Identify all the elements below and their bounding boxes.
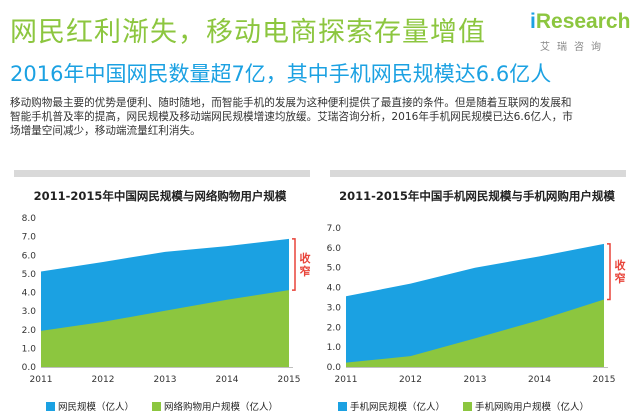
area-series-shopping	[41, 290, 289, 367]
body-paragraph: 移动购物最主要的优势是便利、随时随地，而智能手机的发展为这种便利提供了最直接的条…	[10, 96, 630, 138]
mobile-users-chart: 2011-2015年中国手机网民规模与手机网购用户规模 0.0 1.0 2.0 3.0 4…	[325, 180, 626, 416]
chart-title: 2011-2015年中国手机网民规模与手机网购用户规模	[339, 189, 615, 203]
legend-swatch	[463, 401, 473, 411]
chart-svg: 2011-2015年中国手机网民规模与手机网购用户规模 0.0 1.0 2.0 3.0 4…	[327, 189, 626, 385]
x-tick-label: 2011	[335, 375, 358, 385]
legend-label: 网络购物用户规模（亿人）	[164, 402, 279, 413]
iresearch-logo: iResearch 艾瑞咨询	[530, 10, 634, 56]
x-tick-label: 2011	[30, 375, 53, 385]
logo-wordmark: iResearch	[530, 10, 630, 34]
y-tick-label: 0.0	[22, 363, 37, 373]
logo-subtitle: 艾瑞咨询	[540, 42, 608, 53]
page-title: 网民红利渐失，移动电商探索存量增值	[10, 17, 486, 48]
narrowing-bracket	[292, 238, 296, 291]
right-chart-rule	[330, 170, 626, 177]
legend-item: 手机网购用户规模（亿人）	[463, 399, 589, 413]
chart-legend: 网民规模（亿人） 网络购物用户规模（亿人）	[46, 399, 296, 413]
y-tick-label: 1.0	[327, 343, 342, 353]
y-tick-label: 4.0	[22, 289, 37, 299]
y-tick-label: 7.0	[327, 224, 342, 234]
x-tick-label: 2012	[92, 375, 115, 385]
legend-swatch	[338, 401, 347, 411]
body-line: 移动购物最主要的优势是便利、随时随地，而智能手机的发展为这种便利提供了最直接的条…	[10, 97, 572, 109]
area-series-shopping	[346, 299, 604, 367]
y-tick-label: 5.0	[22, 270, 37, 280]
legend-swatch	[46, 401, 55, 411]
legend-item: 网民规模（亿人）	[46, 399, 134, 413]
narrowing-annotation: 窄	[300, 264, 311, 278]
y-tick-label: 6.0	[327, 244, 342, 254]
y-tick-label: 7.0	[22, 233, 37, 243]
internet-users-chart: 2011-2015年中国网民规模与网络购物用户规模 0.0 1.0 2.0 3.0 4.0…	[10, 180, 311, 416]
legend-item: 手机网民规模（亿人）	[338, 399, 445, 413]
body-line: 智能手机普及率的提高，网民规模及移动端网民规模增速均放缓。艾瑞咨询分析，2016…	[10, 111, 573, 123]
legend-swatch	[152, 401, 162, 411]
page-subtitle: 2016年中国网民数量超7亿，其中手机网民规模达6.6亿人	[10, 62, 552, 86]
y-tick-label: 6.0	[22, 251, 37, 261]
y-tick-label: 3.0	[327, 303, 342, 313]
logo-prefix: i	[530, 10, 536, 33]
legend-label: 手机网购用户规模（亿人）	[475, 402, 590, 413]
x-tick-label: 2015	[593, 375, 616, 385]
x-tick-label: 2013	[464, 375, 487, 385]
narrowing-annotation: 窄	[615, 271, 626, 285]
chart-svg: 2011-2015年中国网民规模与网络购物用户规模 0.0 1.0 2.0 3.0 4.0…	[22, 189, 311, 385]
y-tick-label: 8.0	[22, 214, 37, 224]
logo-name: Research	[535, 10, 631, 33]
y-tick-label: 3.0	[22, 307, 37, 317]
y-tick-label: 0.0	[327, 363, 342, 373]
x-tick-label: 2012	[399, 375, 422, 385]
legend-label: 网民规模（亿人）	[58, 402, 135, 413]
y-tick-label: 2.0	[327, 323, 342, 333]
x-tick-label: 2014	[216, 375, 239, 385]
y-tick-label: 5.0	[327, 264, 342, 274]
narrowing-annotation: 收	[300, 251, 311, 265]
chart-legend: 手机网民规模（亿人） 手机网购用户规模（亿人）	[338, 399, 607, 413]
y-tick-label: 1.0	[22, 344, 37, 354]
x-tick-label: 2013	[154, 375, 177, 385]
left-chart-rule	[14, 170, 310, 177]
body-line: 场增量空间减少，移动端流量红利消失。	[10, 125, 201, 137]
y-tick-label: 4.0	[327, 284, 342, 294]
x-tick-label: 2014	[528, 375, 551, 385]
legend-label: 手机网民规模（亿人）	[350, 402, 446, 413]
narrowing-annotation: 收	[615, 258, 626, 272]
legend-item: 网络购物用户规模（亿人）	[152, 399, 278, 413]
chart-title: 2011-2015年中国网民规模与网络购物用户规模	[34, 189, 287, 203]
x-tick-label: 2015	[278, 375, 301, 385]
narrowing-bracket	[607, 243, 611, 301]
y-tick-label: 2.0	[22, 326, 37, 336]
